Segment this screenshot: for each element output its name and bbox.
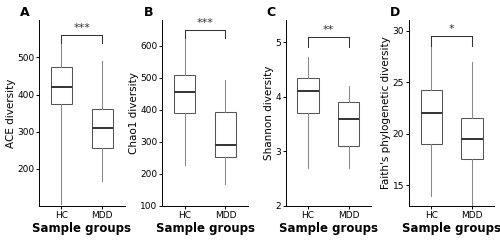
Text: C: C <box>267 6 276 19</box>
FancyBboxPatch shape <box>420 90 442 144</box>
Text: ***: *** <box>74 23 90 33</box>
X-axis label: Sample groups: Sample groups <box>32 222 132 235</box>
Text: **: ** <box>323 25 334 35</box>
FancyBboxPatch shape <box>298 78 318 113</box>
X-axis label: Sample groups: Sample groups <box>156 222 254 235</box>
FancyBboxPatch shape <box>215 113 236 157</box>
FancyBboxPatch shape <box>51 67 72 104</box>
X-axis label: Sample groups: Sample groups <box>279 222 378 235</box>
Y-axis label: Chao1 diversity: Chao1 diversity <box>129 72 139 154</box>
Text: ***: *** <box>196 18 214 28</box>
FancyBboxPatch shape <box>92 109 113 148</box>
Text: D: D <box>390 6 400 19</box>
FancyBboxPatch shape <box>462 118 482 160</box>
FancyBboxPatch shape <box>174 75 196 113</box>
Y-axis label: Faith's phylogenetic diversity: Faith's phylogenetic diversity <box>381 37 391 189</box>
Text: A: A <box>20 6 30 19</box>
Text: B: B <box>144 6 153 19</box>
FancyBboxPatch shape <box>338 102 359 146</box>
Text: *: * <box>449 24 454 34</box>
X-axis label: Sample groups: Sample groups <box>402 222 500 235</box>
Y-axis label: ACE diversity: ACE diversity <box>6 78 16 148</box>
Y-axis label: Shannon diversity: Shannon diversity <box>264 66 274 160</box>
